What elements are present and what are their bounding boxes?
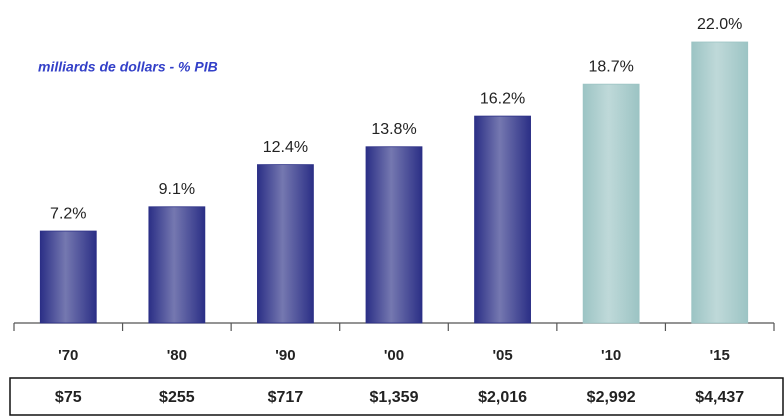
bar [39,230,97,324]
bar [582,83,640,324]
x-tick-label: '05 [492,347,512,364]
data-label: 12.4% [263,139,308,156]
table-cell: $255 [159,389,195,406]
x-tick-label: '15 [710,347,730,364]
bar [257,164,314,324]
x-tick-label: '70 [58,347,78,364]
data-label: 18.7% [588,58,633,75]
table-cell: $2,992 [587,389,636,406]
bar [474,115,531,324]
x-tick-label: '10 [601,347,621,364]
bar [365,146,423,324]
data-label: 7.2% [50,205,86,222]
table-box [9,377,784,416]
data-label: 9.1% [159,181,195,198]
data-label: 22.0% [697,16,742,33]
x-tick-label: '00 [384,347,404,364]
table-cell: $1,359 [370,389,419,406]
table-cell: $2,016 [478,389,527,406]
bar [148,206,206,324]
table-cell: $717 [268,389,304,406]
data-label: 13.8% [371,121,416,138]
data-label: 16.2% [480,90,525,107]
chart-subtitle: milliards de dollars - % PIB [38,59,218,75]
table-cell: $75 [55,389,82,406]
x-tick-label: '90 [275,347,295,364]
bar [691,41,749,324]
table-cell: $4,437 [695,389,744,406]
x-tick-label: '80 [167,347,187,364]
